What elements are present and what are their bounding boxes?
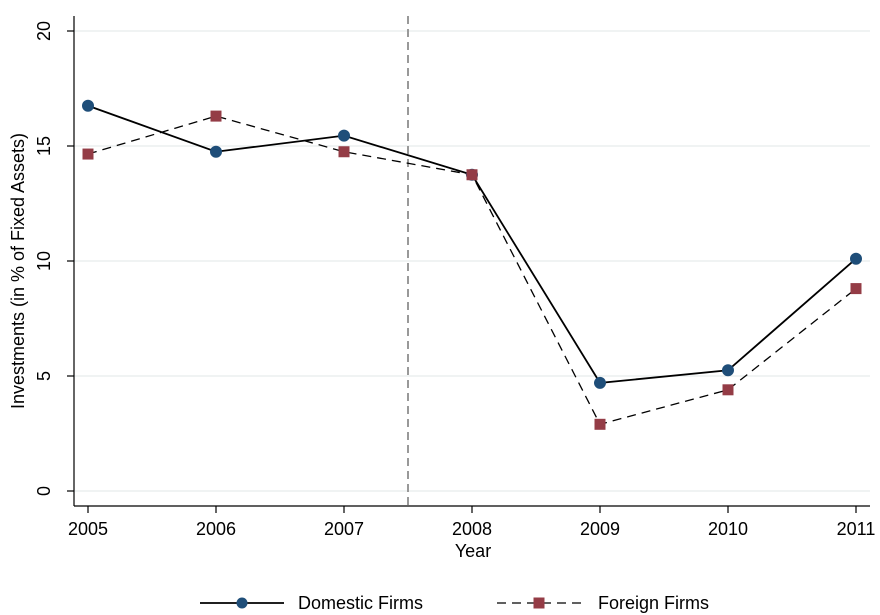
y-tick-label: 0	[34, 486, 54, 496]
legend-label-domestic-firms: Domestic Firms	[298, 593, 423, 613]
data-point-foreign-firms	[594, 418, 606, 430]
x-tick-label: 2005	[68, 519, 108, 539]
data-point-domestic-firms	[338, 129, 350, 142]
legend-marker-foreign-firms	[533, 597, 545, 609]
data-point-domestic-firms	[594, 376, 606, 389]
data-point-domestic-firms	[722, 364, 734, 377]
x-tick-label: 2010	[708, 519, 748, 539]
data-point-domestic-firms	[82, 99, 94, 112]
data-point-foreign-firms	[722, 384, 734, 396]
gridlines	[74, 30, 870, 492]
x-tick-label: 2006	[196, 519, 236, 539]
tick-labels: 0 5 10 15 20 2005 2006 2007 2008 2009 2010 2011	[34, 21, 875, 539]
x-tick-label: 2011	[837, 519, 876, 539]
legend: Domestic Firms Foreign Firms	[200, 593, 709, 613]
x-axis-label: Year	[455, 541, 491, 561]
x-tick-label: 2007	[324, 519, 364, 539]
data-point-domestic-firms	[210, 145, 222, 158]
y-tick-label: 10	[34, 251, 54, 271]
series-group	[82, 99, 862, 430]
y-axis-label: Investments (in % of Fixed Assets)	[8, 133, 28, 409]
x-tick-label: 2008	[452, 519, 492, 539]
y-tick-label: 20	[34, 21, 54, 41]
data-point-foreign-firms	[210, 110, 222, 122]
data-point-foreign-firms	[850, 283, 862, 295]
x-tick-label: 2009	[580, 519, 620, 539]
data-point-foreign-firms	[338, 146, 350, 158]
data-point-domestic-firms	[850, 252, 862, 265]
legend-marker-domestic-firms	[236, 597, 248, 609]
legend-label-foreign-firms: Foreign Firms	[598, 593, 709, 613]
data-point-foreign-firms	[466, 169, 478, 181]
y-tick-label: 5	[34, 371, 54, 381]
data-point-foreign-firms	[82, 148, 94, 160]
y-tick-label: 15	[34, 136, 54, 156]
